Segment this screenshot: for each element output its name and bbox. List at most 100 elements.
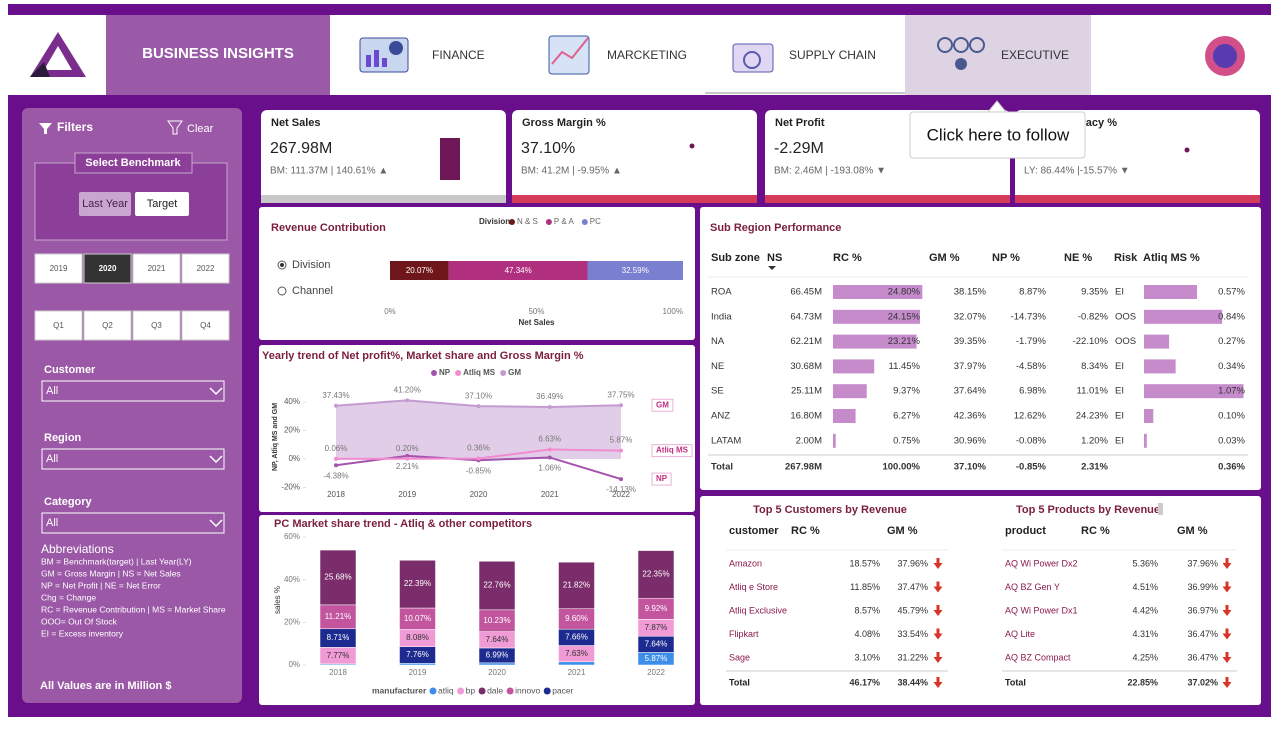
table-cell: 8.34% [1081, 361, 1108, 372]
kpi-visual [1184, 147, 1190, 153]
column-header: GM % [929, 252, 960, 264]
chart-title: Revenue Contribution [271, 222, 386, 234]
table-cell: 36.99% [1187, 582, 1218, 592]
legend-label: pacer [552, 685, 573, 695]
column-header: RC % [1081, 525, 1110, 537]
radio[interactable] [277, 286, 287, 296]
legend-marker [478, 687, 486, 695]
point [405, 456, 410, 461]
nav-tab[interactable]: EXECUTIVE [1001, 48, 1069, 62]
table-cell: 6.27% [893, 411, 920, 422]
area [336, 400, 621, 459]
table-cell: Amazon [729, 558, 762, 568]
data-bar [1144, 384, 1244, 399]
table-cell: EI [1115, 361, 1124, 372]
quarter-button[interactable] [181, 310, 230, 341]
x-tick-label: 2018 [329, 668, 347, 677]
legend-marker [506, 687, 514, 695]
ribbon-segment [399, 560, 436, 609]
trend-arrow [1222, 605, 1232, 616]
table-cell: 0.57% [1218, 287, 1245, 298]
nav-tab[interactable]: FINANCE [432, 48, 485, 62]
table-cell: 0.36% [1218, 462, 1245, 473]
dropdown[interactable] [41, 512, 225, 534]
active-tab[interactable] [905, 15, 1091, 95]
table-cell: 11.01% [1076, 386, 1108, 397]
table-cell: 6.98% [1019, 386, 1046, 397]
data-label: 0.36% [467, 444, 490, 453]
y-tick-label: 0% [288, 454, 300, 463]
abbreviation: RC = Revenue Contribution | MS = Market … [41, 604, 226, 614]
data-bar [833, 409, 856, 423]
year-button[interactable] [132, 253, 181, 284]
table-cell: -0.85% [1016, 462, 1047, 473]
data-label: 8.08% [406, 633, 429, 642]
table-cell: AQ Lite [1005, 629, 1035, 639]
kpi-card [512, 110, 757, 203]
table-cell: 24.23% [1076, 411, 1109, 422]
legend-label: atliq [438, 685, 454, 695]
point [334, 403, 338, 408]
radio[interactable] [277, 260, 287, 270]
chart-title: PC Market share trend - Atliq & other co… [274, 518, 532, 530]
brand-box [106, 15, 330, 95]
table-cell: 25.11M [791, 386, 822, 397]
dropdown-label: Category [44, 496, 93, 508]
series-tag: Atliq MS [656, 446, 689, 455]
table-cell: EI [1115, 435, 1124, 446]
dropdown-value: All [46, 453, 58, 465]
point [476, 456, 481, 461]
year-button[interactable] [83, 253, 132, 284]
column-header: RC % [791, 525, 820, 537]
trend-arrow [1222, 677, 1232, 688]
abbreviation: OOO= Out Of Stock [41, 616, 118, 626]
bar-segment [390, 261, 449, 280]
dropdown[interactable] [41, 380, 225, 402]
tooltip [909, 111, 1086, 159]
legend-label: NP [439, 368, 451, 377]
table-cell: 36.47% [1187, 652, 1218, 662]
ribbon-segment [478, 561, 516, 611]
tab-underline [705, 92, 905, 94]
table-cell: 0.10% [1218, 411, 1245, 422]
data-bar [833, 309, 920, 324]
column-header: customer [729, 525, 779, 537]
clear-button[interactable]: Clear [187, 123, 214, 135]
data-bar [1144, 309, 1223, 324]
point [547, 405, 552, 410]
scroll-indicator [1158, 503, 1163, 515]
year-button[interactable] [34, 253, 83, 284]
quarter-button[interactable] [132, 310, 181, 341]
quarter-label: Q4 [200, 321, 211, 330]
table-cell: 16.80M [790, 411, 822, 422]
kpi-value: 267.98M [270, 140, 332, 157]
chevron [209, 455, 223, 464]
table-cell: 66.45M [790, 287, 822, 298]
benchmark-button[interactable] [135, 192, 189, 216]
point [405, 398, 410, 403]
table-cell: 0.27% [1218, 336, 1245, 347]
benchmark-title: Select Benchmark [85, 157, 181, 169]
year-label: 2021 [148, 264, 166, 273]
data-bar [833, 359, 875, 374]
table-cell: ANZ [711, 411, 730, 422]
nav-tab[interactable]: MARCKETING [607, 48, 687, 62]
table-cell: 18.57% [849, 558, 880, 568]
table-cell: 12.62% [1014, 411, 1047, 422]
year-button[interactable] [181, 253, 230, 284]
abbreviation: Chg = Change [41, 592, 96, 602]
table-cell: OOS [1115, 311, 1136, 322]
data-label: 8.71% [327, 633, 350, 642]
quarter-button[interactable] [34, 310, 83, 341]
x-tick-label: 2021 [568, 668, 586, 677]
nav-tab[interactable]: SUPPLY CHAIN [789, 48, 876, 62]
benchmark-button[interactable] [79, 192, 131, 216]
quarter-button[interactable] [83, 310, 132, 341]
tab-icons [359, 35, 1245, 76]
dropdown[interactable] [41, 448, 225, 470]
data-label: 7.87% [645, 623, 668, 632]
column-header: RC % [833, 252, 862, 264]
data-label: 0.20% [396, 444, 419, 453]
legend-marker [581, 219, 588, 225]
